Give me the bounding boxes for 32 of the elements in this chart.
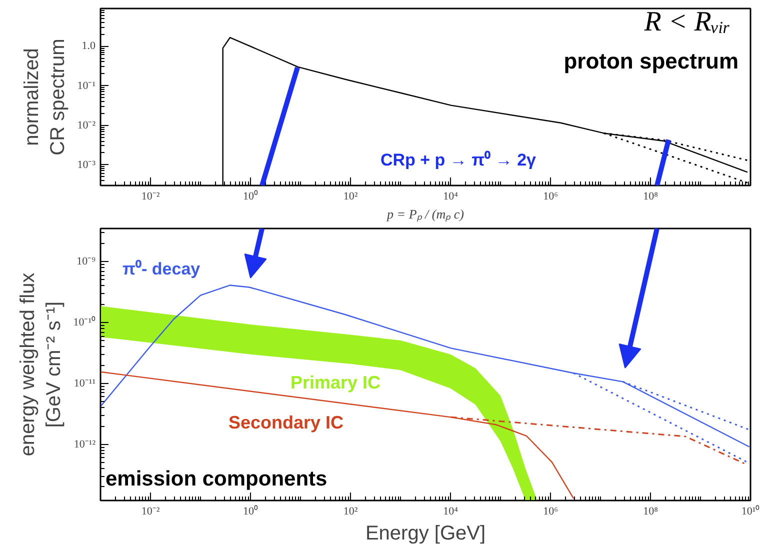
annotation: R < Rᵥᵢᵣ xyxy=(643,6,731,38)
y-tick-label: 1.0 xyxy=(82,40,96,52)
x-tick-label: 10⁻² xyxy=(141,506,160,518)
x-axis-title: Energy [GeV] xyxy=(365,522,486,544)
series-label: π⁰- decay xyxy=(122,260,201,278)
x-tick-label: 10⁴ xyxy=(443,190,458,202)
y-tick-label: 10⁻¹ xyxy=(77,80,96,92)
x-tick-label: 10¹⁰ xyxy=(741,504,760,518)
x-tick-label: 10⁶ xyxy=(543,506,558,518)
legend-label: Primary IC xyxy=(290,372,381,392)
annotation: proton spectrum xyxy=(564,48,739,74)
series-label: Secondary IC xyxy=(228,412,344,432)
y-tick-label: 10⁻¹² xyxy=(74,438,96,450)
x-tick-label: 10⁸ xyxy=(643,190,658,202)
y-tick-label: 10⁻¹¹ xyxy=(74,377,96,390)
y-tick-label: 10⁻¹⁰ xyxy=(73,316,96,329)
annotation: CRp + p → π⁰ → 2γ xyxy=(380,150,537,170)
y-tick-label: 10⁻³ xyxy=(77,158,96,171)
y-axis-title: energy weighted flux [GeV cm⁻² s⁻¹] xyxy=(16,272,66,456)
x-tick-label: 10⁰ xyxy=(243,190,258,202)
y-tick-label: 10⁻² xyxy=(77,119,96,132)
x-tick-label: 10⁰ xyxy=(243,504,258,518)
x-tick-label: 10⁶ xyxy=(543,190,558,202)
x-tick-label: 10⁻² xyxy=(141,190,160,202)
x-tick-label: 10² xyxy=(343,190,358,202)
x-tick-label: 10² xyxy=(343,506,358,518)
x-tick-label: 10⁸ xyxy=(643,506,658,518)
x-axis-title: p = Pₚ / (mₚ c) xyxy=(386,206,464,222)
y-tick-label: 10⁻⁹ xyxy=(76,256,96,268)
x-tick-label: 10⁴ xyxy=(443,506,458,518)
annotation: emission components xyxy=(106,468,328,490)
y-axis-title: normalized CR spectrum xyxy=(20,38,70,156)
